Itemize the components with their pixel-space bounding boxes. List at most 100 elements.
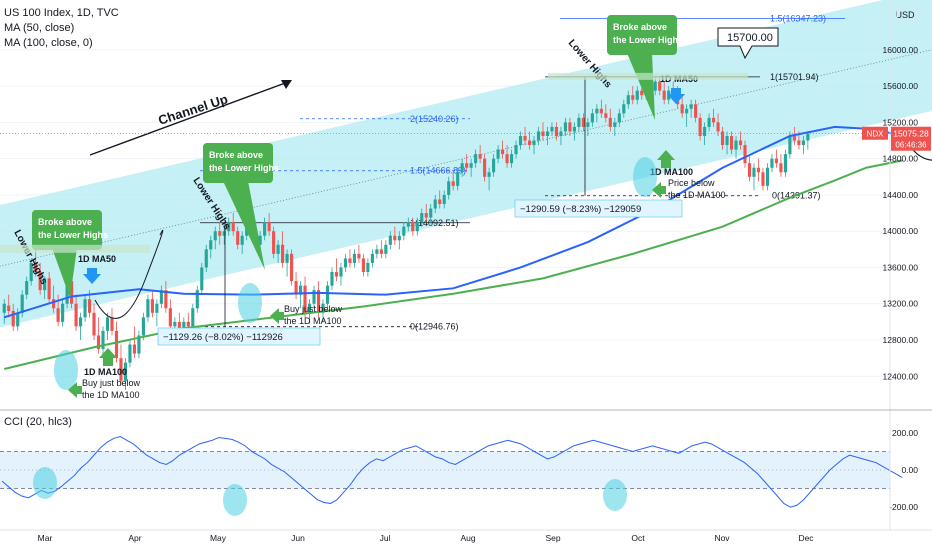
target-zone-mar bbox=[0, 244, 150, 253]
candle-body bbox=[159, 290, 163, 304]
cci-tick-label: 0.00 bbox=[901, 465, 918, 475]
cci-tick-label: -200.00 bbox=[889, 502, 918, 512]
candle-body bbox=[689, 104, 693, 109]
currency-box bbox=[896, 6, 920, 22]
fib-1-upper-label: 1(15701.94) bbox=[770, 72, 819, 82]
candle-body bbox=[492, 158, 496, 173]
candle-body bbox=[788, 136, 792, 155]
candle-body bbox=[725, 136, 729, 146]
candle-body bbox=[734, 140, 738, 150]
candle-body bbox=[16, 312, 20, 327]
candle-body bbox=[433, 199, 437, 209]
candle-body bbox=[123, 362, 128, 381]
candle-body bbox=[783, 154, 787, 173]
candle-body bbox=[483, 158, 487, 177]
candle-body bbox=[34, 262, 38, 272]
candle-body bbox=[756, 167, 761, 173]
candle-body bbox=[137, 335, 141, 354]
candle-body bbox=[478, 154, 482, 159]
candle-body bbox=[474, 154, 478, 164]
ma100-label-mar-arrow bbox=[99, 348, 117, 366]
candle-body bbox=[599, 108, 603, 114]
candle-body bbox=[631, 95, 635, 100]
candle-body bbox=[370, 253, 374, 263]
candle-body bbox=[653, 81, 657, 91]
candle-body bbox=[321, 303, 325, 313]
channel-arrowhead bbox=[281, 80, 292, 89]
candle-body bbox=[11, 310, 15, 327]
callout-oct-text-1: Broke above bbox=[613, 22, 667, 32]
candle-body bbox=[78, 317, 83, 327]
candle-body bbox=[532, 140, 536, 146]
candle-body bbox=[541, 131, 545, 136]
candle-body bbox=[47, 278, 51, 300]
candle-body bbox=[218, 231, 222, 236]
candle-body bbox=[496, 149, 500, 159]
fib-2-label: 2(15240.26) bbox=[410, 114, 459, 124]
candle-body bbox=[298, 285, 303, 295]
candle-body bbox=[514, 145, 518, 155]
candle-body bbox=[272, 231, 276, 254]
buy-label-mar-1: Buy just below bbox=[82, 378, 141, 388]
ma100-label-oct-arrow bbox=[657, 150, 675, 168]
candle-body bbox=[110, 317, 114, 331]
candle-body bbox=[307, 303, 312, 313]
price-tick-label: 16000.00 bbox=[883, 45, 919, 55]
price-below-label-1: Price below bbox=[668, 178, 715, 188]
projection-curve bbox=[901, 133, 932, 161]
candle-body bbox=[509, 154, 514, 164]
candle-body bbox=[456, 172, 460, 186]
candle-body bbox=[770, 158, 774, 168]
candle-body bbox=[608, 117, 612, 127]
candle-body bbox=[720, 131, 725, 146]
candle-body bbox=[361, 258, 365, 272]
price-tag: 15075.28 bbox=[893, 129, 929, 139]
month-tick-label: Oct bbox=[631, 533, 645, 543]
candle-body bbox=[119, 358, 123, 381]
candle-body bbox=[388, 235, 392, 245]
candle-body bbox=[96, 335, 101, 350]
ticker-tag-bg bbox=[862, 126, 888, 140]
price-below-label-2: the 1D MA100 bbox=[668, 190, 726, 200]
buy-label-may-1: Buy just below bbox=[284, 304, 343, 314]
candle-body bbox=[451, 181, 455, 186]
candle-body bbox=[204, 249, 208, 268]
price-tick-label: 12800.00 bbox=[883, 335, 919, 345]
candle-body bbox=[563, 122, 568, 132]
buy-label-mar-arrow bbox=[68, 382, 82, 398]
candle-body bbox=[83, 299, 87, 318]
candle-body bbox=[626, 95, 630, 105]
candle-body bbox=[527, 140, 532, 146]
candle-body bbox=[550, 126, 554, 132]
candle-body bbox=[505, 154, 509, 164]
candle-body bbox=[7, 305, 11, 311]
callout-may-text-1: Broke above bbox=[209, 150, 263, 160]
price-tick-label: 15600.00 bbox=[883, 81, 919, 91]
candle-body bbox=[366, 262, 370, 272]
candle-body bbox=[622, 104, 626, 114]
candle-body bbox=[613, 122, 617, 127]
cci-line bbox=[1, 436, 903, 508]
candle-body bbox=[797, 140, 801, 146]
month-tick-label: Mar bbox=[38, 533, 53, 543]
cci-circle-may bbox=[223, 484, 247, 516]
candle-body bbox=[442, 194, 446, 204]
candle-body bbox=[281, 244, 285, 263]
candle-body bbox=[276, 244, 280, 254]
candle-body bbox=[240, 235, 244, 245]
candle-body bbox=[658, 81, 662, 91]
price-tick-label: 12400.00 bbox=[883, 371, 919, 381]
candle-body bbox=[406, 222, 410, 227]
candle-body bbox=[703, 126, 707, 136]
candle-body bbox=[191, 308, 195, 327]
candle-body bbox=[258, 235, 262, 245]
candle-body bbox=[289, 253, 294, 282]
candle-body bbox=[774, 158, 779, 164]
candle-body bbox=[694, 104, 698, 118]
callout-may-pointer bbox=[223, 181, 265, 270]
price-tick-label: 15200.00 bbox=[883, 117, 919, 127]
ma50-label-mar: 1D MA50 bbox=[78, 254, 116, 264]
candle-body bbox=[92, 312, 96, 336]
